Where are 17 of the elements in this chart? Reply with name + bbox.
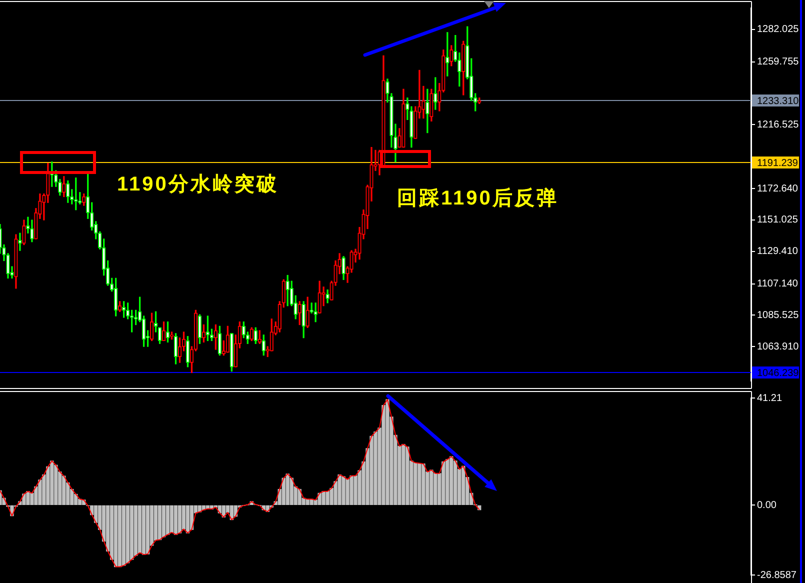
y-tick-label: 1063.910 (757, 341, 800, 352)
annotation: 回踩1190后反弹 (397, 186, 558, 210)
y-tick-label: 0.00 (757, 500, 777, 511)
y-tick-label: 1107.140 (757, 278, 798, 290)
ref-line-label: 1191.239 (757, 158, 798, 169)
y-tick-label: 1129.410 (757, 246, 798, 258)
y-tick-label: 1172.640 (757, 183, 798, 194)
y-tick-label: 1216.525 (757, 119, 800, 130)
y-tick-label: 41.21 (757, 392, 782, 404)
ref-line-label: 1046.239 (757, 368, 800, 379)
annotation: 1190分水岭突破 (117, 172, 278, 196)
y-tick-label: 1085.525 (757, 310, 800, 321)
y-tick-label: -26.8587 (757, 570, 797, 581)
ref-line-label: 1233.310 (757, 96, 800, 107)
y-tick-label: 1151.025 (757, 214, 798, 226)
y-tick-label: 1259.755 (757, 56, 800, 68)
y-tick-label: 1282.025 (757, 24, 800, 36)
